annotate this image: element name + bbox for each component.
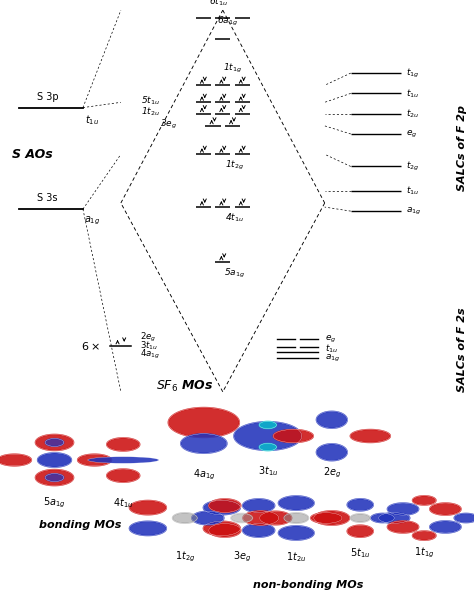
- Text: $4t_{1u}$: $4t_{1u}$: [113, 496, 133, 510]
- Polygon shape: [234, 422, 301, 450]
- Polygon shape: [36, 435, 73, 450]
- Text: 6$t_{1u}$: 6$t_{1u}$: [209, 0, 228, 8]
- Polygon shape: [181, 434, 227, 453]
- Text: 6$a_{1g}$: 6$a_{1g}$: [217, 15, 238, 28]
- Polygon shape: [350, 514, 370, 522]
- Polygon shape: [273, 430, 313, 442]
- Text: S 3s: S 3s: [37, 193, 58, 203]
- Polygon shape: [314, 511, 349, 525]
- Polygon shape: [107, 469, 140, 482]
- Polygon shape: [379, 513, 410, 524]
- Polygon shape: [347, 525, 373, 538]
- Polygon shape: [209, 499, 241, 513]
- Text: S 3p: S 3p: [36, 92, 58, 101]
- Text: $a_{1g}$: $a_{1g}$: [84, 215, 100, 227]
- Polygon shape: [0, 454, 31, 466]
- Polygon shape: [387, 503, 419, 515]
- Polygon shape: [209, 524, 241, 537]
- Polygon shape: [243, 511, 279, 525]
- Text: 4$t_{1u}$: 4$t_{1u}$: [225, 212, 244, 224]
- Text: $1t_{2g}$: $1t_{2g}$: [174, 550, 195, 564]
- Text: $1t_{2u}$: $1t_{2u}$: [286, 550, 306, 564]
- Polygon shape: [129, 521, 166, 536]
- Text: SALCs of F 2s: SALCs of F 2s: [457, 308, 467, 392]
- Text: $t_{2g}$: $t_{2g}$: [406, 160, 419, 173]
- Ellipse shape: [88, 457, 159, 464]
- Polygon shape: [278, 526, 314, 540]
- Polygon shape: [430, 521, 461, 533]
- Polygon shape: [284, 513, 309, 523]
- Text: $t_{1g}$: $t_{1g}$: [406, 67, 419, 79]
- Polygon shape: [311, 513, 342, 524]
- Polygon shape: [36, 470, 73, 485]
- Text: $2e_g$: $2e_g$: [140, 331, 156, 344]
- Polygon shape: [46, 439, 64, 447]
- Text: $t_{1u}$: $t_{1u}$: [325, 343, 338, 356]
- Text: 5$t_{1u}$: 5$t_{1u}$: [141, 95, 160, 107]
- Polygon shape: [107, 438, 140, 451]
- Polygon shape: [259, 444, 276, 451]
- Polygon shape: [203, 501, 240, 514]
- Text: bonding MOs: bonding MOs: [39, 520, 122, 530]
- Text: 1$t_{1g}$: 1$t_{1g}$: [223, 62, 242, 75]
- Polygon shape: [317, 444, 347, 461]
- Polygon shape: [430, 503, 461, 515]
- Polygon shape: [387, 521, 419, 533]
- Polygon shape: [78, 454, 111, 466]
- Polygon shape: [173, 513, 197, 523]
- Text: $6\times$: $6\times$: [81, 340, 100, 352]
- Polygon shape: [192, 511, 224, 525]
- Polygon shape: [46, 474, 64, 481]
- Polygon shape: [412, 496, 436, 505]
- Polygon shape: [259, 421, 276, 428]
- Polygon shape: [260, 511, 292, 525]
- Text: $3t_{1u}$: $3t_{1u}$: [140, 340, 158, 352]
- Text: $t_{2u}$: $t_{2u}$: [406, 107, 419, 120]
- Text: non-bonding MOs: non-bonding MOs: [253, 580, 363, 590]
- Polygon shape: [350, 430, 390, 442]
- Text: $5t_{1u}$: $5t_{1u}$: [350, 546, 370, 560]
- Text: $3t_{1u}$: $3t_{1u}$: [258, 464, 278, 478]
- Text: SALCs of F 2p: SALCs of F 2p: [457, 105, 467, 191]
- Text: $4a_{1g}$: $4a_{1g}$: [140, 347, 160, 361]
- Text: 5$a_{1g}$: 5$a_{1g}$: [224, 267, 245, 280]
- Polygon shape: [129, 501, 166, 514]
- Polygon shape: [317, 411, 347, 428]
- Text: $2e_g$: $2e_g$: [323, 466, 341, 481]
- Text: $e_g$: $e_g$: [406, 128, 418, 139]
- Text: $e_g$: $e_g$: [325, 333, 337, 345]
- Text: S AOs: S AOs: [12, 148, 53, 161]
- Text: $5a_{1g}$: $5a_{1g}$: [43, 496, 66, 510]
- Text: 3$e_g$: 3$e_g$: [160, 118, 177, 131]
- Text: 1$t_{2g}$: 1$t_{2g}$: [225, 159, 244, 172]
- Text: $t_{1u}$: $t_{1u}$: [406, 87, 419, 99]
- Text: $t_{1u}$: $t_{1u}$: [406, 185, 419, 197]
- Text: $a_{1g}$: $a_{1g}$: [325, 353, 340, 364]
- Text: $t_{1u}$: $t_{1u}$: [85, 113, 100, 127]
- Polygon shape: [454, 513, 474, 522]
- Polygon shape: [371, 513, 394, 522]
- Polygon shape: [168, 407, 239, 438]
- Text: $a_{1g}$: $a_{1g}$: [406, 205, 421, 217]
- Polygon shape: [278, 496, 314, 510]
- Polygon shape: [243, 524, 275, 537]
- Polygon shape: [37, 453, 72, 467]
- Text: $3e_g$: $3e_g$: [233, 550, 251, 564]
- Text: $SF_6$ MOs: $SF_6$ MOs: [156, 379, 214, 394]
- Polygon shape: [231, 513, 253, 522]
- Polygon shape: [243, 499, 275, 513]
- Text: $1t_{1g}$: $1t_{1g}$: [414, 546, 435, 561]
- Polygon shape: [203, 521, 240, 536]
- Polygon shape: [412, 531, 436, 540]
- Polygon shape: [347, 499, 373, 511]
- Text: 1$t_{2u}$: 1$t_{2u}$: [141, 106, 160, 118]
- Text: $4a_{1g}$: $4a_{1g}$: [192, 468, 215, 482]
